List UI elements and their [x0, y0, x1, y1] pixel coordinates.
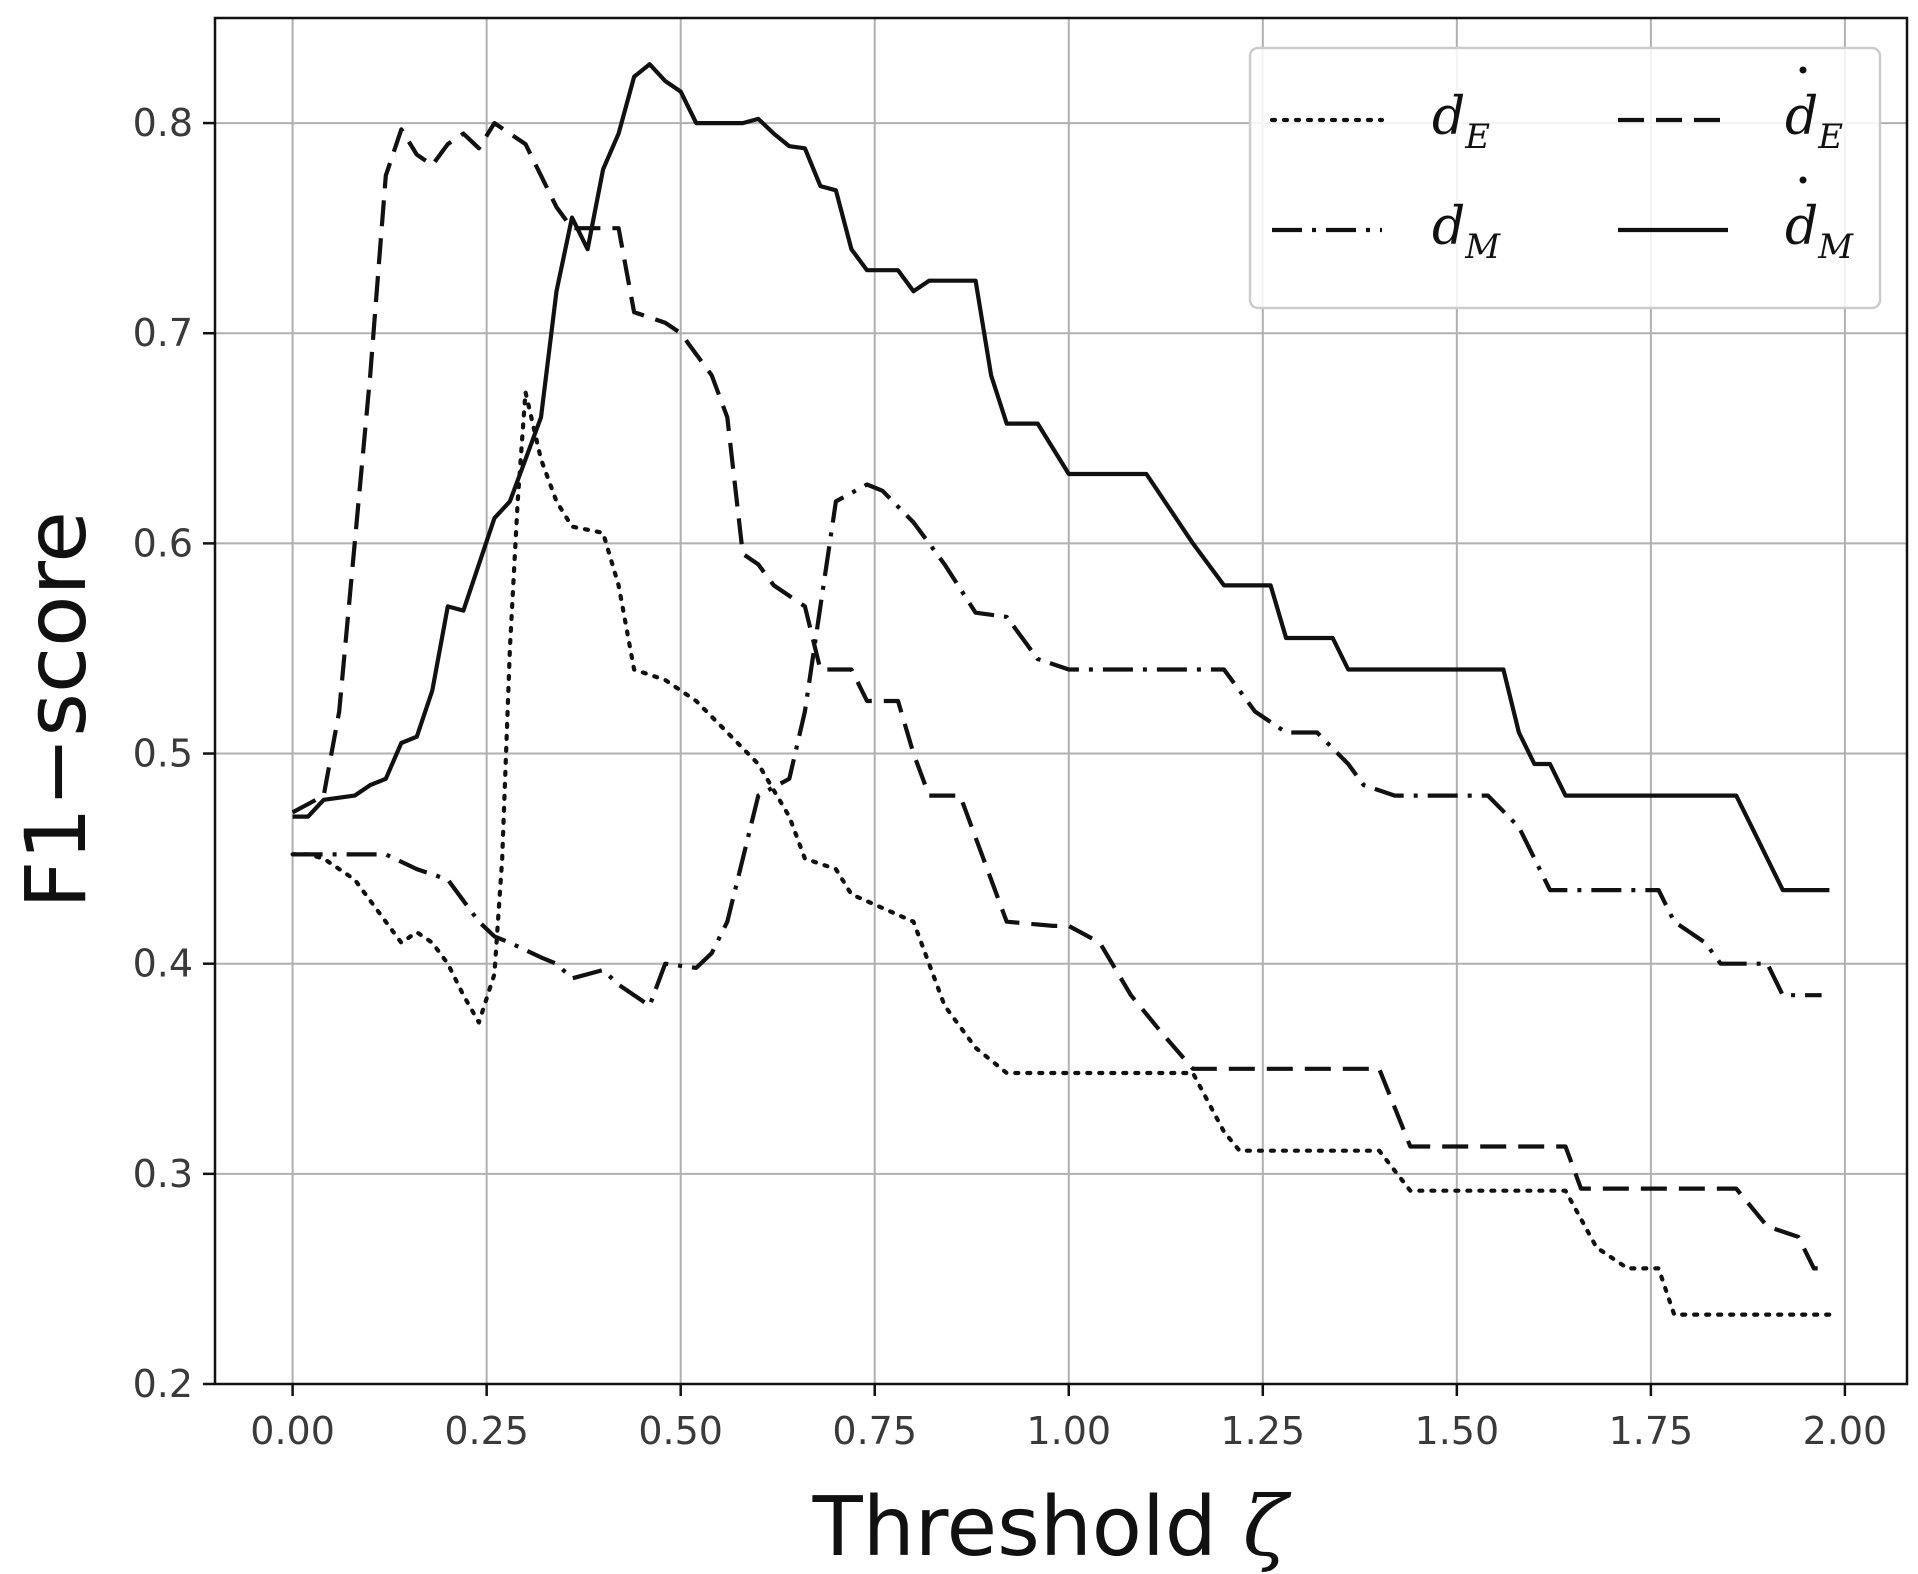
x-axis-label: Threshold [812, 1480, 1217, 1574]
x-tick-label: 0.75 [832, 1409, 917, 1453]
x-tick-label: 1.75 [1609, 1409, 1694, 1453]
series-line-3 [291, 121, 1830, 1271]
legend-label-1: dE [1432, 87, 1490, 157]
plot-frame [213, 16, 1909, 1386]
ticks [203, 121, 1847, 1396]
x-axis-title: Threshold ζ [812, 1480, 1292, 1574]
legend-label-main: d [1785, 197, 1818, 257]
x-tick-label: 2.00 [1803, 1409, 1888, 1453]
x-tick-labels: 0.00 0.25 0.50 0.75 1.00 1.25 1.50 1.75 2.00 [250, 1409, 1887, 1453]
y-tick-label: 0.8 [133, 101, 193, 145]
y-axis-title: F1−score [7, 511, 105, 909]
y-tick-label: 0.3 [133, 1152, 193, 1196]
series-layer [290, 62, 1832, 1317]
series-line-4 [292, 62, 1830, 893]
x-tick-label: 1.25 [1220, 1409, 1305, 1453]
legend-label-main: d [1432, 197, 1465, 257]
legend-dot-accent [1799, 176, 1807, 184]
legend-label-sub: M [1464, 227, 1501, 267]
x-tick-label: 1.00 [1026, 1409, 1111, 1453]
series-line-2 [292, 482, 1822, 1008]
x-tick-label: 0.25 [444, 1409, 529, 1453]
y-tick-label: 0.7 [133, 311, 193, 355]
y-tick-labels: 0.2 0.3 0.4 0.5 0.6 0.7 0.8 [133, 101, 193, 1406]
legend-label-4: dM [1785, 197, 1854, 267]
y-tick-label: 0.2 [133, 1362, 193, 1406]
legend-label-sub: E [1464, 117, 1490, 157]
x-axis-symbol: ζ [1243, 1480, 1292, 1574]
x-tick-label: 0.00 [250, 1409, 335, 1453]
series-line-1 [290, 390, 1832, 1317]
legend-label-sub: E [1817, 117, 1843, 157]
legend-dot-accent [1799, 66, 1807, 74]
y-tick-label: 0.5 [133, 732, 193, 776]
legend-label-main: d [1785, 87, 1818, 147]
legend-box [1248, 46, 1882, 310]
legend-label-sub: M [1817, 227, 1854, 267]
x-tick-label: 1.50 [1415, 1409, 1500, 1453]
legend-label-3: dE [1785, 87, 1843, 157]
y-tick-label: 0.6 [133, 521, 193, 565]
x-tick-label: 0.50 [638, 1409, 723, 1453]
y-tick-label: 0.4 [133, 942, 193, 986]
legend-label-2: dM [1432, 197, 1501, 267]
legend-label-main: d [1432, 87, 1465, 147]
